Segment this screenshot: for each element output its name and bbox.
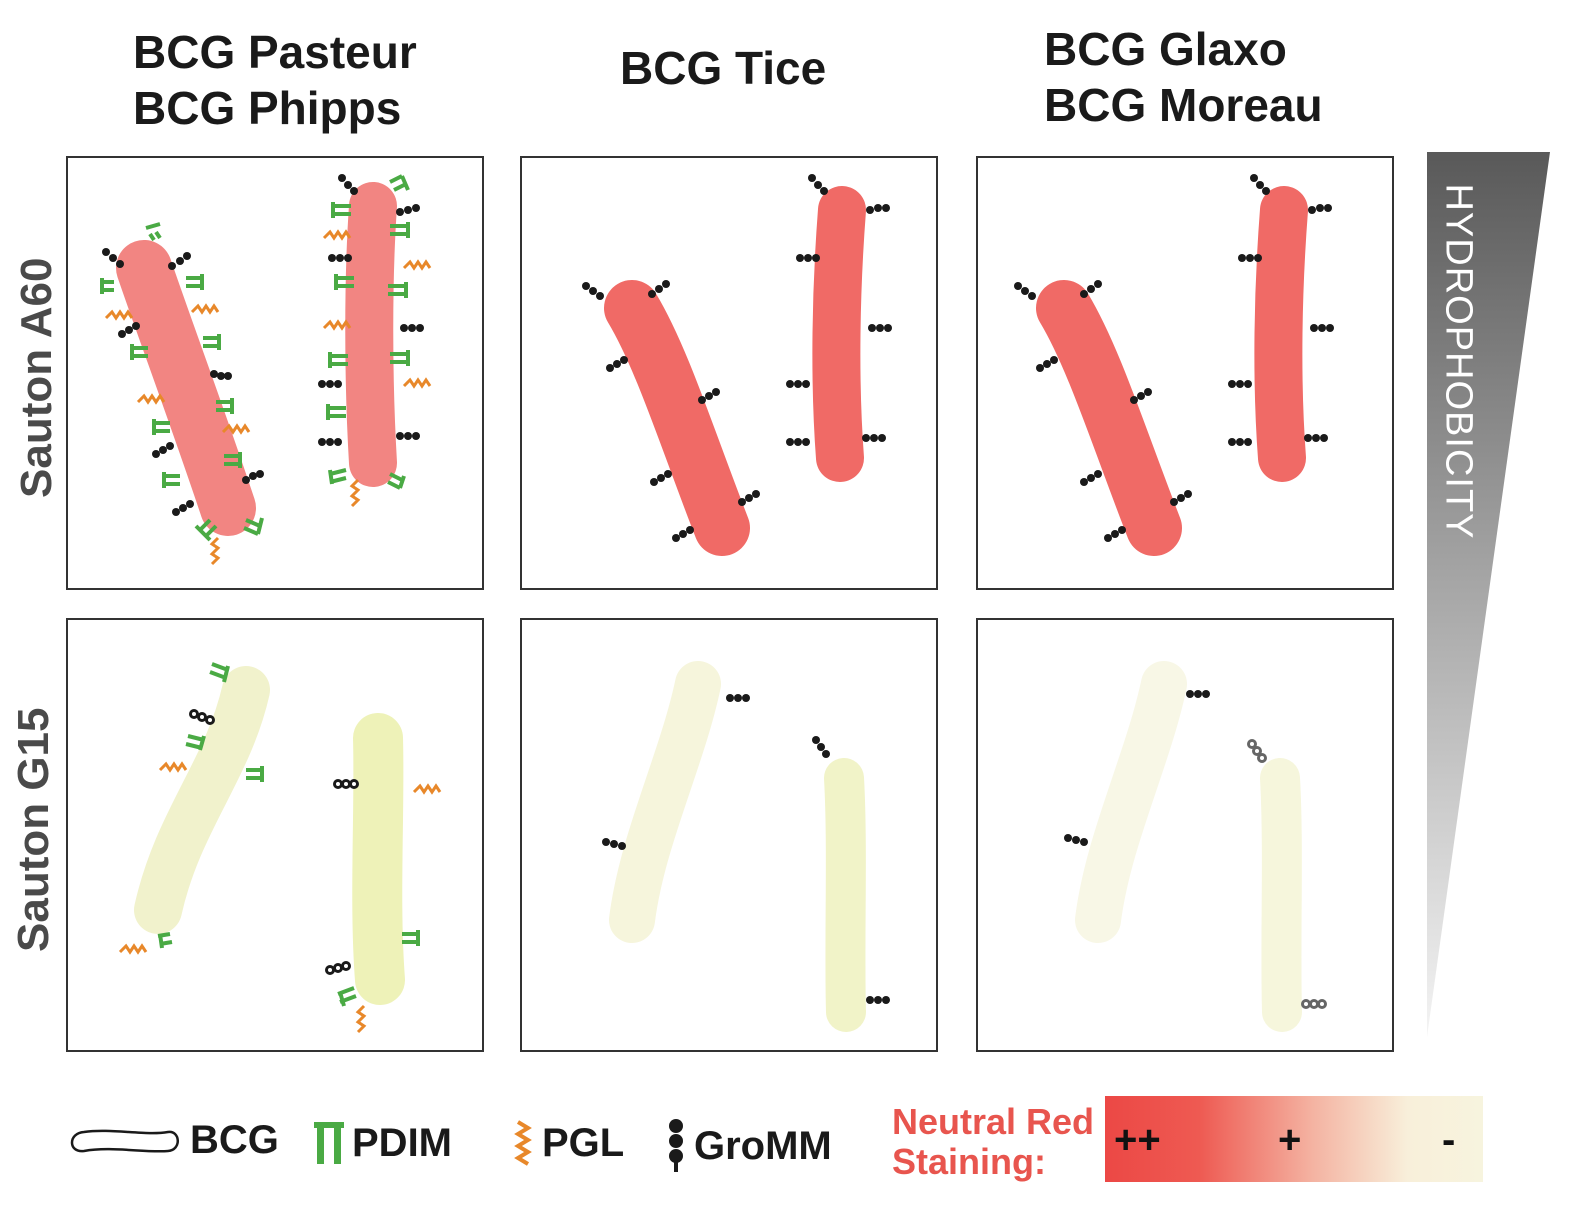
bcg-rod-stained-red <box>812 186 866 482</box>
legend-bcg: BCG <box>66 1118 279 1163</box>
bcg-rod-unstained <box>352 713 405 1005</box>
column-header-line: BCG Moreau <box>1044 79 1323 131</box>
panel-drawing <box>100 174 432 566</box>
panel-drawing <box>582 174 892 556</box>
column-header-line: BCG Pasteur <box>133 26 417 78</box>
legend-pgl: PGL <box>510 1118 624 1168</box>
gromm-icon <box>602 694 890 1004</box>
bcg-rod-unstained <box>609 661 721 943</box>
gromm-icon <box>102 174 424 516</box>
gromm-icon <box>189 709 359 975</box>
bcg-rod-stained-pink <box>345 182 397 487</box>
bcg-rod-unstained <box>824 758 866 1032</box>
bcg-rod-stained-red <box>604 280 750 556</box>
staining-label-line: Staining: <box>892 1141 1046 1182</box>
staining-level-low: - <box>1442 1118 1456 1162</box>
legend-label-pgl: PGL <box>542 1120 625 1165</box>
column-header-tice: BCG Tice <box>620 40 826 96</box>
neutral-red-staining-label: Neutral Red Staining: <box>892 1102 1094 1182</box>
legend-pdim: PDIM <box>312 1118 452 1168</box>
row-header-sauton-a60: Sauton A60 <box>12 257 61 498</box>
pgl-icon <box>118 761 442 1034</box>
staining-level-high: ++ <box>1114 1118 1161 1162</box>
column-header-glaxo-moreau: BCG Glaxo BCG Moreau <box>1044 21 1323 133</box>
column-header-pasteur-phipps: BCG Pasteur BCG Phipps <box>133 24 417 136</box>
staining-level-mid: + <box>1278 1118 1302 1162</box>
row-header-sauton-g15: Sauton G15 <box>9 707 58 953</box>
legend-label-pdim: PDIM <box>352 1120 452 1165</box>
staining-label-line: Neutral Red <box>892 1101 1095 1142</box>
gromm-icon <box>1064 690 1210 846</box>
panel-glaxo-moreau-a60 <box>976 156 1394 590</box>
pgl-icon <box>104 229 432 566</box>
legend-label-gromm: GroMM <box>694 1123 832 1168</box>
bcg-rod-stained-red <box>1036 280 1182 556</box>
gromm-icon <box>669 1119 683 1172</box>
bcg-rod-icon <box>70 1129 179 1153</box>
panel-drawing <box>1064 661 1327 1032</box>
bcg-rod-unstained <box>1075 661 1187 943</box>
pdim-icon <box>100 174 410 542</box>
pgl-icon <box>514 1120 532 1166</box>
pdim-icon <box>314 1122 344 1164</box>
panel-drawing <box>602 661 890 1032</box>
bcg-rod-unstained <box>1260 758 1302 1032</box>
legend-gromm: GroMM <box>664 1118 832 1174</box>
panel-glaxo-moreau-g15 <box>976 618 1394 1052</box>
bcg-rod-stained-red <box>1254 186 1308 482</box>
panel-pasteur-phipps-a60 <box>66 156 484 590</box>
gromm-icon <box>1247 739 1327 1009</box>
bcg-rod-unstained <box>134 666 270 934</box>
panel-pasteur-phipps-g15 <box>66 618 484 1052</box>
panel-tice-g15 <box>520 618 938 1052</box>
column-header-line: BCG Tice <box>620 42 827 94</box>
hydrophobicity-label: HYDROPHOBICITY <box>1437 183 1480 540</box>
bcg-rod-stained-pink <box>116 240 256 536</box>
legend-label-bcg: BCG <box>190 1118 279 1162</box>
staining-scale-bar <box>1105 1096 1483 1182</box>
pdim-icon <box>157 662 420 1007</box>
column-header-line: BCG Phipps <box>133 82 402 134</box>
hydrophobicity-gradient <box>1427 152 1550 1037</box>
panel-tice-a60 <box>520 156 938 590</box>
gromm-icon <box>582 174 892 542</box>
panel-drawing <box>118 662 442 1034</box>
panel-drawing <box>1014 174 1334 556</box>
gromm-icon <box>1014 174 1334 542</box>
column-header-line: BCG Glaxo <box>1044 23 1287 75</box>
